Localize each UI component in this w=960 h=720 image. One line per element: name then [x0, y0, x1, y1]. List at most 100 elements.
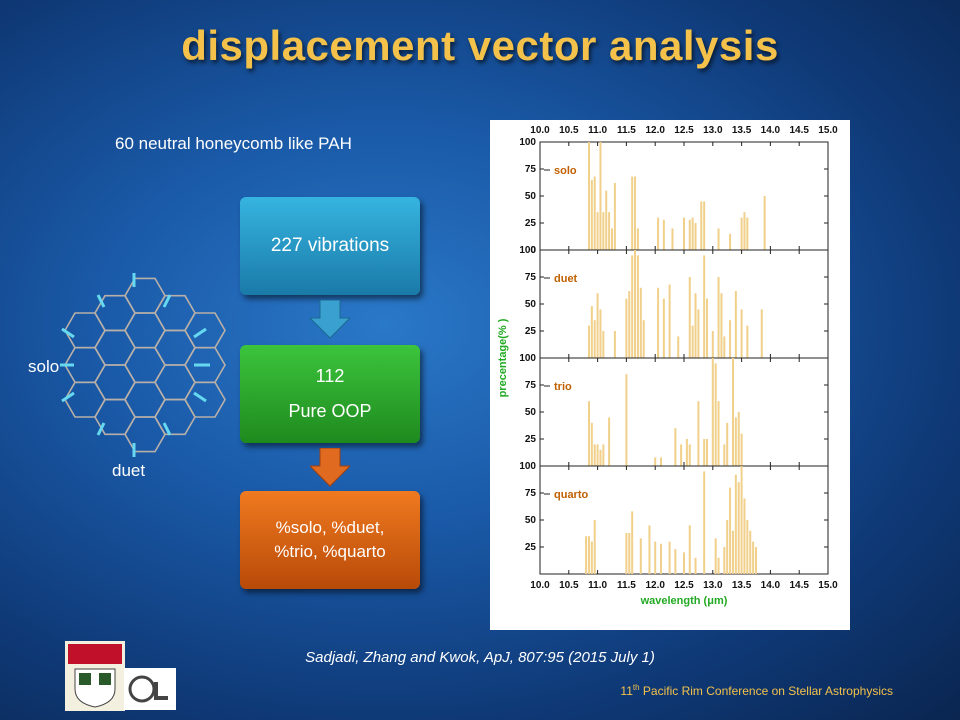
y-tick-label: 75 [525, 272, 537, 283]
percentages-box: %solo, %duet, %trio, %quarto [240, 491, 420, 589]
spectrum-bar [688, 219, 691, 250]
panel-label: solo [554, 165, 577, 177]
hexagon-ring [124, 381, 166, 418]
y-tick-label: 50 [525, 299, 537, 310]
spectrum-bar [717, 401, 720, 466]
x-tick-label-top: 14.5 [789, 125, 809, 136]
spectrum-bar [726, 422, 729, 466]
spectrum-bar [636, 228, 639, 250]
x-tick-label-bottom: 13.0 [703, 580, 723, 591]
reference-citation: Sadjadi, Zhang and Kwok, ApJ, 807:95 (20… [305, 649, 655, 666]
x-tick-label-top: 12.5 [674, 125, 694, 136]
spectrum-bar [596, 212, 599, 250]
spectrum-bar [688, 525, 691, 574]
solo-label: solo [28, 357, 60, 376]
y-tick-label: 100 [519, 461, 536, 472]
hydrogen-bond [162, 294, 172, 308]
spectrum-bar [685, 439, 688, 466]
x-tick-label-top: 10.0 [530, 125, 550, 136]
spectrum-bar [717, 277, 720, 358]
hydrogen-bond [162, 422, 172, 436]
x-tick-label-top: 12.0 [645, 125, 665, 136]
spectrum-bar [697, 309, 700, 358]
spectrum-bar [625, 532, 628, 574]
spectrum-bar [599, 142, 602, 250]
spectrum-bar [731, 530, 734, 574]
spectrum-bar [760, 309, 763, 358]
spectrum-bar [642, 320, 645, 358]
y-tick-label: 0 [530, 245, 536, 256]
spectrum-bar [683, 217, 685, 250]
spectrum-bar [755, 547, 757, 574]
spectrum-bar [763, 196, 766, 250]
hexagon-ring [124, 346, 166, 384]
duet-label: duet [112, 461, 146, 480]
hexagon-ring [124, 416, 166, 453]
spectrum-bar [587, 142, 590, 250]
vibrations-box: 227 vibrations [240, 197, 420, 295]
slide-title: displacement vector analysis [181, 22, 779, 69]
spectrum-bar [587, 536, 590, 574]
conference-name: Pacific Rim Conference on Stellar Astrop… [639, 684, 893, 698]
spectrum-bar [611, 228, 613, 250]
spectra-chart-svg: 10.0 10.0 10.5 10.5 11.0 11.0 11.5 11.5 12.0 12.0… [497, 125, 838, 607]
x-tick-label-bottom: 14.5 [789, 580, 809, 591]
spectrum-bar [590, 306, 593, 358]
spectrum-bar [691, 325, 694, 358]
spectrum-bar [596, 444, 599, 466]
spectrum-bar [662, 298, 665, 358]
hydrogen-bond [193, 327, 207, 339]
y-tick-label: 25 [525, 434, 537, 445]
x-tick-label-top: 14.0 [761, 125, 781, 136]
spectrum-bar [723, 444, 726, 466]
hydrogen-bond [96, 294, 106, 308]
spectrum-bar [654, 457, 657, 466]
spectrum-bar [587, 325, 590, 358]
spectrum-bar [631, 176, 634, 250]
spectrum-bar [723, 336, 726, 358]
spectrum-bar [734, 474, 737, 574]
spectrum-bar [602, 212, 605, 250]
x-tick-label-bottom: 14.0 [761, 580, 781, 591]
spectrum-bar [740, 309, 743, 358]
oop-count: 112 [315, 366, 345, 386]
hexagon-ring [154, 364, 196, 401]
hexagon-ring [124, 277, 166, 314]
spectrum-bar [659, 457, 662, 466]
down-arrow-icon [310, 448, 350, 487]
spectrum-bar [593, 320, 596, 358]
x-tick-label-bottom: 11.5 [617, 580, 636, 591]
spectrum-bar [688, 444, 691, 466]
x-tick-label-bottom: 10.0 [530, 580, 550, 591]
spectrum-bar [711, 331, 714, 358]
spectrum-bar [596, 293, 599, 358]
spectrum-bar [743, 498, 746, 574]
spectrum-bar [723, 547, 726, 574]
conference-footer: 11th Pacific Rim Conference on Stellar A… [620, 683, 893, 698]
spectrum-bar [717, 228, 720, 250]
spectra-chart: 10.0 10.0 10.5 10.5 11.0 11.0 11.5 11.5 12.0 12.0… [490, 120, 850, 630]
spectrum-bar [740, 466, 743, 574]
y-tick-label: 75 [525, 488, 537, 499]
y-tick-label: 25 [525, 542, 537, 553]
hydrogen-bond [193, 391, 207, 403]
spectrum-bar [634, 250, 637, 358]
spectrum-bar [677, 336, 680, 358]
spectrum-bar [668, 284, 671, 358]
spectrum-bar [654, 541, 657, 574]
spectrum-bar [639, 538, 642, 574]
x-tick-label-bottom: 15.0 [818, 580, 838, 591]
spectrum-bar [714, 363, 717, 466]
panel-frame [539, 249, 829, 359]
x-tick-label-bottom: 11.0 [588, 580, 607, 591]
hexagon-ring [64, 381, 106, 418]
spectrum-bar [671, 228, 674, 250]
hexagon-ring [94, 329, 136, 366]
spectrum-bar [590, 422, 593, 466]
spectrum-bar [726, 520, 729, 574]
spectrum-bar [743, 212, 746, 250]
x-tick-label-top: 11.5 [617, 125, 636, 136]
spectrum-bar [668, 541, 671, 574]
hydrogen-bond [61, 327, 75, 339]
y-tick-label: 75 [525, 164, 537, 175]
